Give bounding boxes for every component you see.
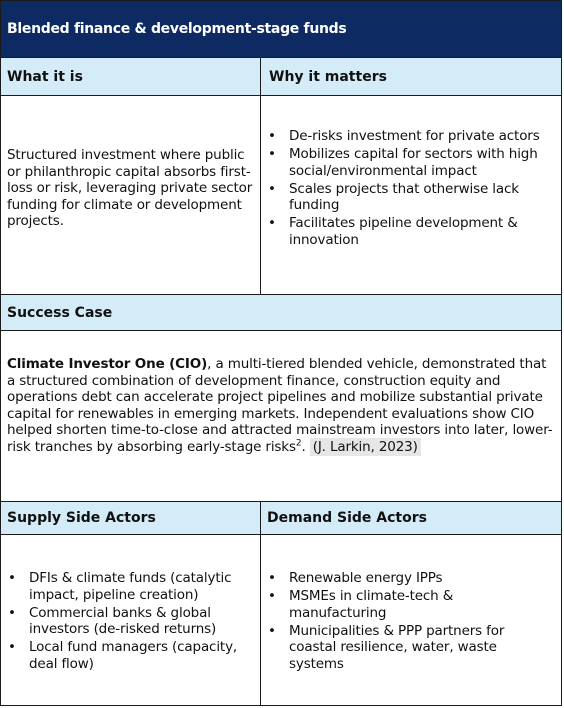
table-title: Blended finance & development-stage fund… bbox=[1, 1, 561, 57]
list-item: Local fund managers (capacity, deal flow… bbox=[8, 639, 256, 672]
supply-side-header: Supply Side Actors bbox=[1, 502, 260, 534]
list-item: Commercial banks & global investors (de-… bbox=[8, 605, 256, 638]
list-item: DFIs & climate funds (catalytic impact, … bbox=[8, 570, 256, 603]
supply-side-list: DFIs & climate funds (catalytic impact, … bbox=[8, 570, 256, 674]
success-case-text: Climate Investor One (CIO), a multi-tier… bbox=[7, 356, 553, 456]
column-divider bbox=[260, 501, 261, 705]
divider bbox=[1, 294, 561, 295]
list-item: Mobilizes capital for sectors with high … bbox=[268, 146, 548, 179]
success-case-body: , a multi-tiered blended vehicle, demons… bbox=[7, 356, 553, 455]
what-it-is-text: Structured investment where public or ph… bbox=[7, 147, 253, 229]
list-item: Municipalities & PPP partners for coasta… bbox=[268, 623, 552, 673]
demand-side-header: Demand Side Actors bbox=[261, 502, 561, 534]
divider bbox=[1, 57, 561, 58]
why-it-matters-list: De-risks investment for private actorsMo… bbox=[268, 128, 548, 250]
demand-side-list: Renewable energy IPPsMSMEs in climate-te… bbox=[268, 570, 552, 674]
list-item: Facilitates pipeline development & innov… bbox=[268, 215, 548, 248]
what-it-is-header: What it is bbox=[1, 58, 260, 95]
success-case-lead: Climate Investor One (CIO) bbox=[7, 356, 208, 372]
footnote-marker: 2 bbox=[295, 438, 302, 448]
list-item: MSMEs in climate-tech & manufacturing bbox=[268, 588, 552, 621]
success-case-period: . bbox=[301, 438, 310, 455]
why-it-matters-header: Why it matters bbox=[261, 58, 561, 95]
list-item: De-risks investment for private actors bbox=[268, 128, 548, 145]
list-item: Scales projects that otherwise lack fund… bbox=[268, 181, 548, 214]
column-divider bbox=[260, 57, 261, 294]
list-item: Renewable energy IPPs bbox=[268, 570, 552, 587]
divider bbox=[1, 534, 561, 535]
divider bbox=[1, 501, 561, 502]
success-case-header: Success Case bbox=[1, 295, 561, 330]
citation[interactable]: (J. Larkin, 2023) bbox=[309, 437, 421, 456]
divider bbox=[1, 95, 561, 96]
divider bbox=[1, 330, 561, 331]
